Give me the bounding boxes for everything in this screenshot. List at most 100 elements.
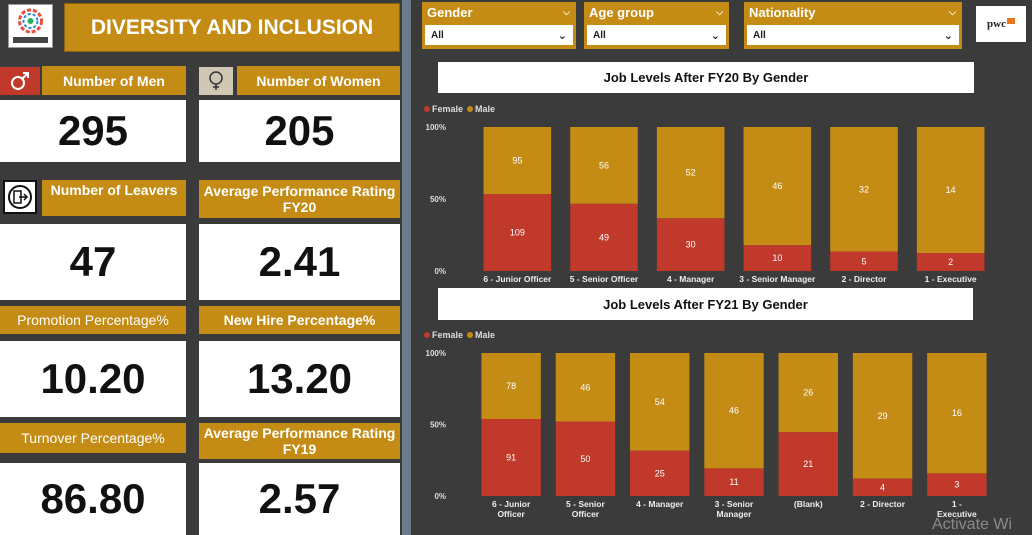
bar-female[interactable]: [743, 245, 812, 271]
bar-male[interactable]: [656, 127, 725, 219]
bar-female[interactable]: [927, 473, 987, 496]
legend-male: Male: [467, 104, 495, 114]
women-value: 205: [199, 100, 400, 162]
bar-male[interactable]: [481, 353, 541, 419]
y-tick-label: 100%: [426, 349, 446, 358]
leavers-value: 47: [0, 224, 186, 300]
bar-female[interactable]: [704, 468, 764, 496]
data-label-female: 5: [861, 256, 866, 266]
activation-watermark: Activate Wi: [932, 516, 1013, 533]
men-value: 295: [0, 100, 186, 162]
age-group-dropdown[interactable]: All ⌄: [587, 25, 726, 45]
bar-male[interactable]: [483, 127, 552, 195]
y-tick-label: 50%: [430, 421, 446, 430]
data-label-female: 11: [729, 477, 738, 487]
men-label: Number of Men: [42, 66, 186, 95]
bar-female[interactable]: [852, 478, 913, 496]
x-tick-label: Officer: [572, 509, 600, 519]
data-label-male: 16: [952, 408, 962, 418]
data-label-male: 46: [772, 181, 782, 191]
x-tick-label: 5 - Senior: [566, 499, 605, 509]
data-label-female: 49: [599, 232, 609, 242]
gender-dropdown[interactable]: All ⌄: [425, 25, 573, 45]
panel-divider: [402, 0, 411, 535]
nationality-dropdown[interactable]: All ⌄: [747, 25, 959, 45]
x-tick-label: 4 - Manager: [636, 499, 684, 509]
gender-slicer[interactable]: Gender ⌵ All ⌄: [422, 2, 576, 49]
gender-slicer-label: Gender: [427, 4, 473, 20]
female-symbol-icon: [209, 71, 223, 90]
legend-female: Female: [424, 104, 463, 114]
exit-icon: [8, 185, 32, 209]
data-label-female: 2: [948, 257, 953, 267]
age-group-dropdown-value: All: [593, 29, 606, 41]
nationality-slicer[interactable]: Nationality ⌵ All ⌄: [744, 2, 962, 49]
bar-female[interactable]: [481, 419, 541, 496]
y-tick-label: 100%: [426, 123, 446, 132]
data-label-female: 91: [506, 453, 516, 463]
bar-male[interactable]: [555, 353, 616, 422]
bar-male[interactable]: [778, 353, 838, 433]
data-label-male: 26: [803, 388, 813, 398]
data-label-female: 30: [686, 240, 696, 250]
data-label-male: 29: [878, 411, 888, 421]
y-tick-label: 50%: [430, 195, 446, 204]
chevron-down-icon: ⌵: [949, 6, 956, 17]
bar-male[interactable]: [852, 353, 913, 479]
promotion-label: Promotion Percentage%: [0, 306, 186, 334]
bar-male[interactable]: [704, 353, 764, 469]
chevron-down-icon: ⌄: [710, 29, 720, 42]
pwc-mark-icon: [1006, 18, 1015, 24]
chevron-down-icon: ⌄: [557, 29, 567, 42]
bar-female[interactable]: [656, 218, 725, 271]
bar-male[interactable]: [630, 353, 690, 451]
bar-female[interactable]: [830, 251, 898, 271]
x-tick-label: 1 - Executive: [925, 274, 977, 284]
x-tick-label: Executive: [937, 509, 977, 519]
female-dot-icon: [424, 106, 430, 112]
x-tick-label: Officer: [497, 509, 525, 519]
bar-male[interactable]: [916, 127, 985, 253]
nationality-dropdown-value: All: [753, 29, 766, 41]
male-dot-icon: [467, 106, 474, 112]
nationality-slicer-label: Nationality: [749, 4, 816, 20]
data-label-female: 4: [880, 482, 885, 492]
bar-male[interactable]: [743, 127, 812, 246]
chevron-down-icon: ⌵: [716, 6, 723, 17]
bar-male[interactable]: [570, 127, 638, 204]
female-dot-icon: [424, 332, 430, 338]
women-icon-box: [199, 67, 233, 95]
data-label-female: 21: [803, 459, 813, 469]
data-label-female: 10: [772, 253, 782, 263]
data-label-male: 78: [506, 381, 516, 391]
company-logo: [8, 4, 53, 48]
new-hire-value: 13.20: [199, 341, 400, 417]
x-tick-label: 6 - Junior: [492, 499, 531, 509]
leavers-label: Number of Leavers: [42, 180, 186, 216]
x-tick-label: (Blank): [794, 499, 823, 509]
gender-dropdown-value: All: [431, 29, 444, 41]
age-group-slicer[interactable]: Age group ⌵ All ⌄: [584, 2, 729, 49]
legend-male: Male: [467, 330, 495, 340]
x-tick-label: 4 - Manager: [667, 274, 715, 284]
x-tick-label: 1 -: [952, 499, 962, 509]
bar-female[interactable]: [916, 253, 985, 271]
x-tick-label: 2 - Director: [842, 274, 888, 284]
age-group-slicer-label: Age group: [589, 4, 654, 20]
promotion-value: 10.20: [0, 341, 186, 417]
chart1-legend: Female Male: [424, 104, 499, 114]
bar-female[interactable]: [483, 194, 552, 271]
perf-fy20-value: 2.41: [199, 224, 400, 300]
data-label-male: 46: [580, 382, 590, 392]
male-dot-icon: [467, 332, 474, 338]
bar-male[interactable]: [927, 353, 987, 474]
bar-female[interactable]: [778, 432, 838, 496]
bar-female[interactable]: [555, 421, 616, 496]
bar-female[interactable]: [630, 450, 690, 496]
x-tick-label: Manager: [717, 509, 753, 519]
x-tick-label: 2 - Director: [860, 499, 906, 509]
bar-male[interactable]: [830, 127, 898, 252]
leavers-icon-box: [3, 180, 37, 214]
turnover-value: 86.80: [0, 463, 186, 535]
bar-female[interactable]: [570, 203, 638, 271]
